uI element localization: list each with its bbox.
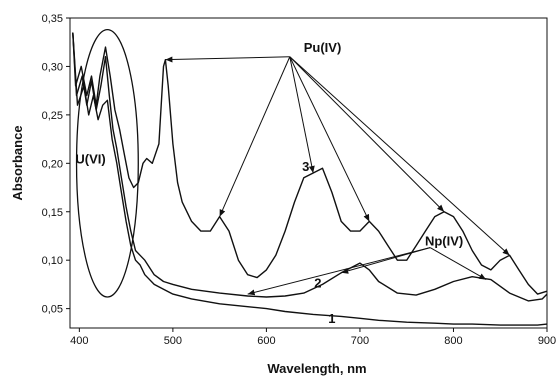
u-vi-ellipse xyxy=(75,28,139,298)
series-layer: 1 2 3 xyxy=(72,32,548,326)
y-tick-label: 0,20 xyxy=(42,158,63,170)
series-label-1: 1 xyxy=(328,311,335,326)
x-axis-title: Wavelength, nm xyxy=(267,361,366,376)
axes: 400 500 600 700 800 900 0,05 0,10 0,15 0,20 0,25 0,… xyxy=(42,13,557,347)
y-tick-label: 0,35 xyxy=(42,13,63,25)
annotation-label: Np(IV) xyxy=(425,234,463,249)
y-tick-label: 0,15 xyxy=(42,207,63,219)
x-tick-label: 900 xyxy=(538,335,556,347)
x-tick-label: 800 xyxy=(444,335,462,347)
annotation-arrow xyxy=(289,56,315,174)
annotation-arrow xyxy=(289,56,445,213)
x-tick-label: 700 xyxy=(351,335,369,347)
y-tick-label: 0,05 xyxy=(42,304,63,316)
annotation-arrow xyxy=(247,247,431,296)
annotation-layer: Pu(IV) Np(IV) U(VI) xyxy=(75,28,510,298)
annotation-arrow xyxy=(429,247,487,280)
y-tick-label: 0,25 xyxy=(42,110,63,122)
y-tick-label: 0,30 xyxy=(42,61,63,73)
annotation-arrow xyxy=(289,56,370,222)
annotation-arrow xyxy=(219,56,291,217)
series-line-1 xyxy=(72,32,548,326)
y-axis-title: Absorbance xyxy=(10,125,25,200)
x-tick-label: 400 xyxy=(70,335,88,347)
x-tick-label: 500 xyxy=(164,335,182,347)
series-label-3: 3 xyxy=(302,159,309,174)
series-line-2 xyxy=(72,32,548,302)
annotation-label: Pu(IV) xyxy=(304,40,342,55)
series-label-2: 2 xyxy=(314,275,321,290)
annotation-arrow xyxy=(165,56,290,63)
annotation-label: U(VI) xyxy=(75,151,105,166)
series-line-3 xyxy=(72,32,548,295)
annotation-arrow xyxy=(341,247,431,274)
x-tick-label: 600 xyxy=(257,335,275,347)
y-tick-label: 0,10 xyxy=(42,255,63,267)
annotation-arrow xyxy=(289,56,510,256)
plot-frame xyxy=(69,17,548,329)
